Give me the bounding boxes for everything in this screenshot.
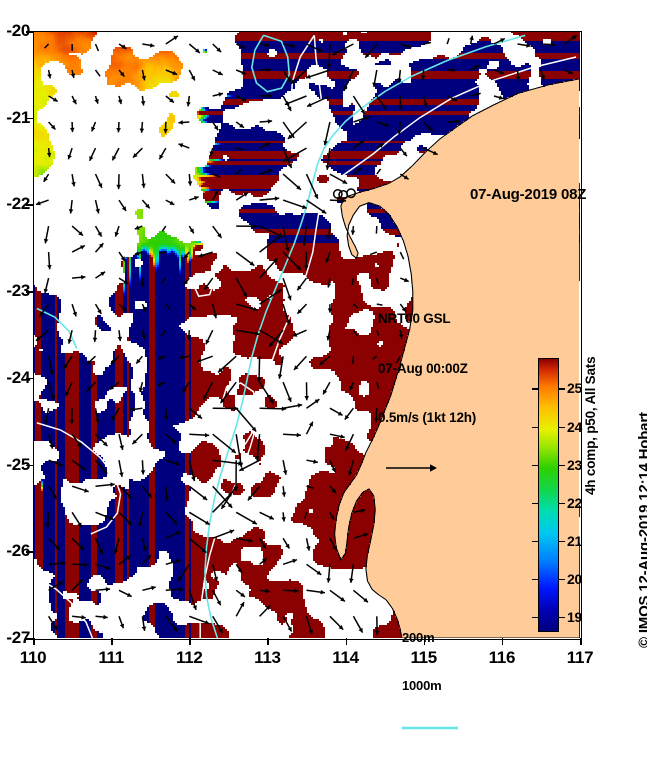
x-axis-tick <box>346 638 348 645</box>
x-axis-tick <box>580 638 582 645</box>
y-axis-label: -25 <box>6 455 30 475</box>
x-axis-tick <box>502 638 504 645</box>
x-axis-tick <box>33 638 35 645</box>
x-axis-label: 110 <box>20 648 47 668</box>
colorbar-tick <box>532 503 538 505</box>
figure-canvas: 07-Aug-2019 08Z NRT00 GSL 07-Aug 00:00Z … <box>0 0 647 684</box>
colorbar-tick <box>532 388 538 390</box>
colorbar-tick-label: 24 <box>567 419 582 435</box>
x-axis-tick <box>189 638 191 645</box>
x-axis-tick <box>111 638 113 645</box>
colorbar-tick-label: 19 <box>567 609 582 625</box>
x-axis-label: 112 <box>176 648 203 668</box>
bathy-200m-label: 200m <box>402 630 462 646</box>
colorbar-tick-label: 21 <box>567 533 582 549</box>
colorbar-tick-label: 25 <box>567 380 582 396</box>
y-axis-label: -22 <box>6 194 30 214</box>
date-label: 07-Aug-2019 08Z <box>470 186 586 203</box>
y-axis-label: -26 <box>6 541 30 561</box>
vector-legend-line3: 0.5m/s (1kt 12h) <box>378 410 476 427</box>
x-axis-label: 117 <box>567 648 594 668</box>
colorbar-tick-label: 23 <box>567 457 582 473</box>
colorbar-tick <box>559 427 565 429</box>
colorbar-tick-label: 22 <box>567 495 582 511</box>
x-axis-tick <box>267 638 269 645</box>
colorbar-gradient <box>538 358 559 632</box>
colorbar-tick <box>559 579 565 581</box>
colorbar-tick <box>532 617 538 619</box>
x-axis-label: 111 <box>98 648 124 668</box>
x-axis-label: 114 <box>332 648 359 668</box>
colorbar-tick <box>559 388 565 390</box>
y-axis-label: -20 <box>6 21 30 41</box>
credit-text: © IMOS 12-Aug-2019 12:14 Hobart <box>636 412 647 648</box>
y-axis-label: -21 <box>6 108 30 128</box>
colorbar-tick-label: 20 <box>567 571 582 587</box>
colorbar-tick <box>532 579 538 581</box>
x-axis-label: 116 <box>489 648 516 668</box>
x-axis-label: 115 <box>410 648 437 668</box>
sst-canvas <box>33 31 580 638</box>
map-plot-area[interactable] <box>33 31 580 638</box>
x-axis-tick <box>424 638 426 645</box>
colorbar-tick <box>532 541 538 543</box>
vector-scale-legend: NRT00 GSL 07-Aug 00:00Z 0.5m/s (1kt 12h) <box>378 278 476 508</box>
y-axis-label: -24 <box>6 368 30 388</box>
sst-raster-layer <box>33 31 580 638</box>
y-axis-label: -27 <box>6 628 30 648</box>
bathy-swatches-icon <box>402 725 462 731</box>
right-arrow-icon <box>384 461 444 475</box>
bathy-1000m-label: 1000m <box>402 678 462 694</box>
colorbar-tick <box>559 503 565 505</box>
vector-legend-line2: 07-Aug 00:00Z <box>378 361 476 378</box>
vector-legend-line1: NRT00 GSL <box>378 311 476 328</box>
colorbar-title: 4h comp, p50, All Sats <box>583 357 598 495</box>
y-axis-label: -23 <box>6 281 30 301</box>
bathymetry-legend: 200m 1000m <box>402 598 462 763</box>
colorbar-tick <box>559 465 565 467</box>
colorbar-tick <box>532 465 538 467</box>
colorbar-tick <box>559 541 565 543</box>
colorbar-tick <box>532 427 538 429</box>
colorbar-tick <box>559 617 565 619</box>
x-axis-label: 113 <box>254 648 281 668</box>
